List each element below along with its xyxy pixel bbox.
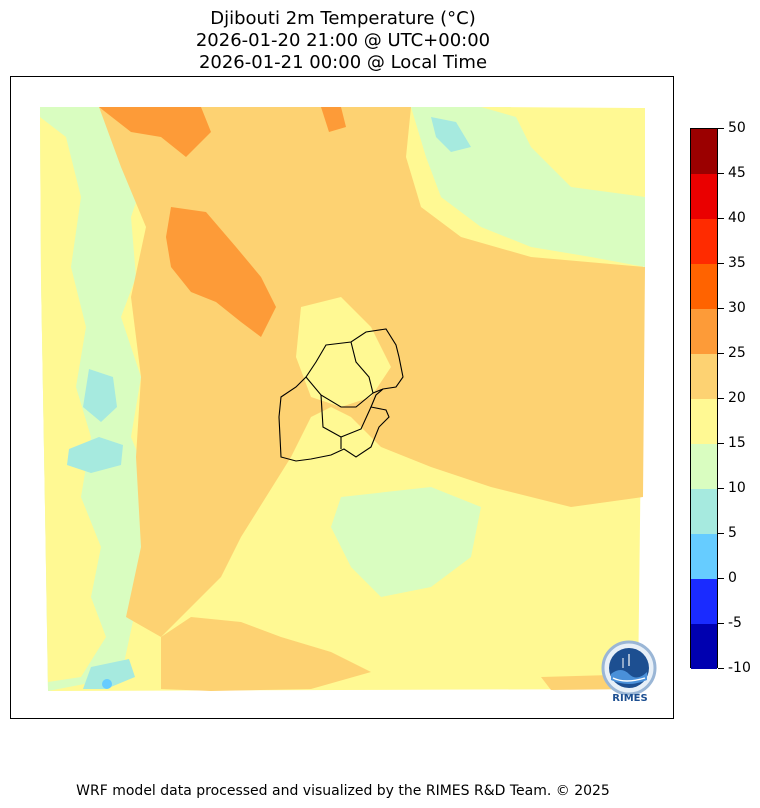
colorbar-bin	[691, 174, 717, 219]
zone-cool-west-2	[67, 437, 123, 473]
zone-cool-northeast	[431, 117, 471, 152]
colorbar-bin	[691, 354, 717, 399]
zone-cool-sw	[83, 659, 135, 689]
colorbar-tick-label: -5	[728, 615, 742, 631]
zone-hot-nw	[166, 207, 276, 337]
zone-warmer-south	[161, 617, 371, 691]
colorbar-bin	[691, 399, 717, 444]
colorbar	[690, 128, 718, 669]
colorbar-bin	[691, 129, 717, 174]
colorbar-tick-label: 45	[728, 165, 746, 181]
colorbar-tick-label: 15	[728, 435, 746, 451]
colorbar-tick	[718, 218, 724, 219]
colorbar-tick	[718, 488, 724, 489]
colorbar-tick-label: 35	[728, 255, 746, 271]
map-frame	[10, 76, 674, 719]
zone-warm-west-inner	[40, 117, 106, 682]
colorbar-bin	[691, 444, 717, 489]
footer-credit: WRF model data processed and visualized …	[76, 783, 610, 799]
zone-mild-south	[331, 487, 481, 597]
colorbar-bin	[691, 534, 717, 579]
zone-warm-east	[481, 107, 645, 197]
colorbar-bin	[691, 219, 717, 264]
colorbar-bin	[691, 309, 717, 354]
border-outer	[278, 328, 404, 462]
title-line-3: 2026-01-21 00:00 @ Local Time	[198, 52, 488, 73]
zone-warm-north-center	[296, 297, 391, 407]
title-line-1: Djibouti 2m Temperature (°C)	[210, 8, 476, 29]
zone-cool-west	[83, 369, 117, 422]
colorbar-tick-label: -10	[728, 660, 751, 676]
colorbar-bin	[691, 579, 717, 624]
colorbar-tick	[718, 173, 724, 174]
colorbar-tick	[718, 308, 724, 309]
colorbar-tick	[718, 353, 724, 354]
boundary-lines	[278, 328, 404, 462]
colorbar-tick-label: 5	[728, 525, 737, 541]
colorbar-tick	[718, 578, 724, 579]
colorbar-tick-label: 30	[728, 300, 746, 316]
colorbar-tick-label: 0	[728, 570, 737, 586]
colorbar-tick-label: 40	[728, 210, 746, 226]
title-line-2: 2026-01-20 21:00 @ UTC+00:00	[195, 30, 491, 51]
border-region-1	[350, 341, 384, 394]
colorbar-bin	[691, 489, 717, 534]
colorbar-tick	[718, 128, 724, 129]
colorbar-tick	[718, 263, 724, 264]
colorbar-tick	[718, 443, 724, 444]
temperature-map	[40, 107, 645, 691]
border-region-2	[305, 376, 374, 408]
colorbar-tick	[718, 668, 724, 669]
rimes-logo-text: RIMES	[612, 693, 648, 704]
colorbar-tick	[718, 623, 724, 624]
colorbar-tick	[718, 533, 724, 534]
colorbar-bin	[691, 624, 717, 669]
colorbar-tick-label: 20	[728, 390, 746, 406]
colorbar-tick-label: 50	[728, 120, 746, 136]
zone-coldest-sw	[102, 679, 112, 689]
rimes-logo	[601, 640, 661, 708]
colorbar-tick-label: 25	[728, 345, 746, 361]
colorbar-bin	[691, 264, 717, 309]
colorbar-tick-label: 10	[728, 480, 746, 496]
colorbar-tick	[718, 398, 724, 399]
zone-hot-north	[99, 107, 211, 157]
zone-hot-north-2	[321, 107, 346, 132]
